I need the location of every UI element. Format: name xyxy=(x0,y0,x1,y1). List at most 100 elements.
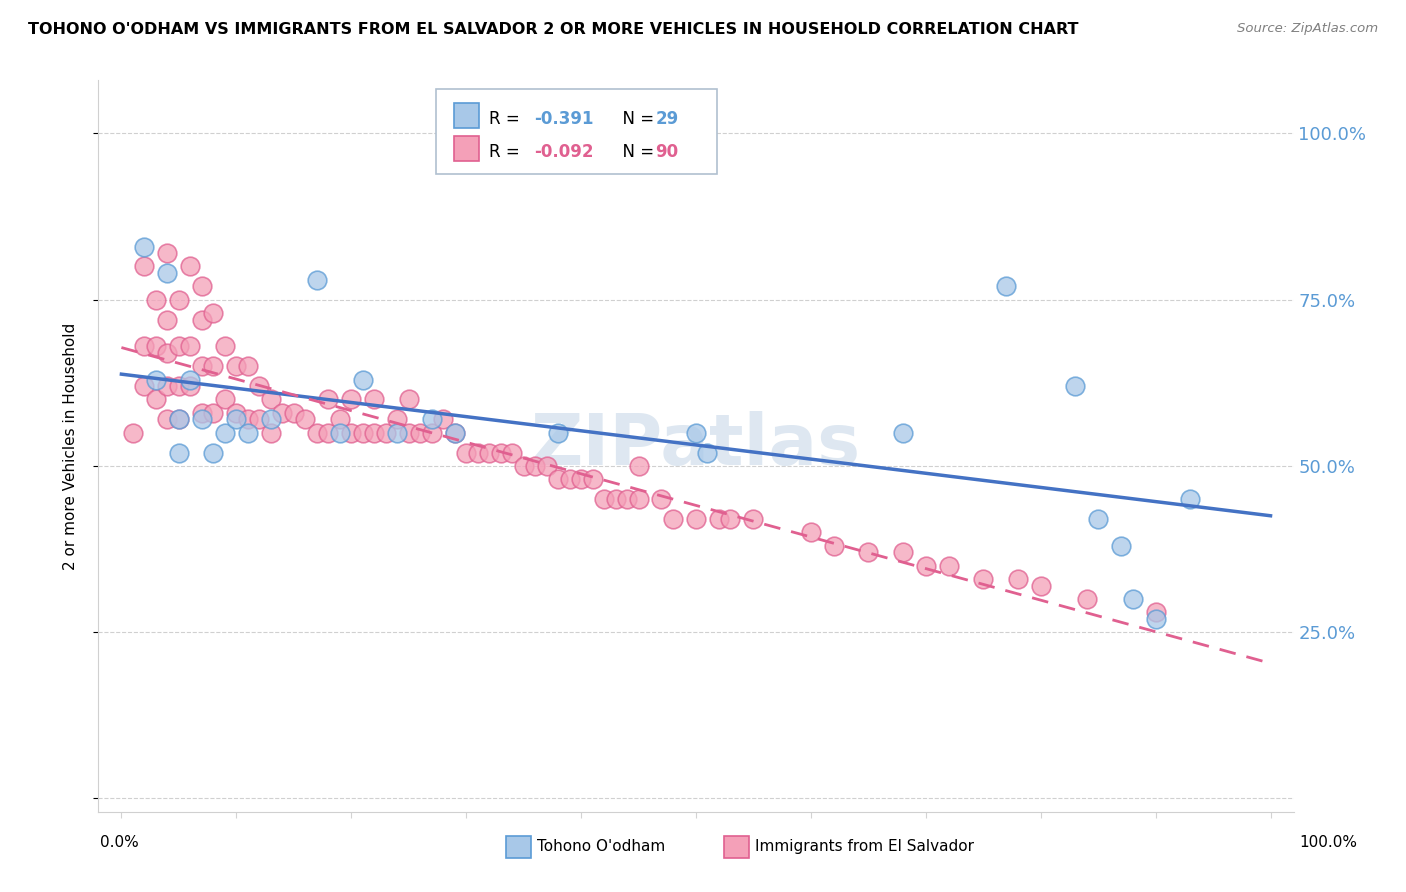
Point xyxy=(236,412,259,426)
Point xyxy=(536,458,558,473)
Point xyxy=(202,445,225,459)
Point xyxy=(443,425,465,440)
Point xyxy=(134,260,156,274)
Point xyxy=(202,359,225,374)
Point xyxy=(156,379,179,393)
Point xyxy=(972,572,994,586)
Point xyxy=(685,425,707,440)
Point xyxy=(1109,539,1132,553)
Point xyxy=(374,425,396,440)
Point xyxy=(891,545,914,559)
Point xyxy=(225,359,247,374)
Point xyxy=(685,512,707,526)
Text: 100.0%: 100.0% xyxy=(1299,836,1358,850)
Point xyxy=(1178,492,1201,507)
Point xyxy=(398,392,420,407)
Point xyxy=(914,558,936,573)
Point xyxy=(167,379,190,393)
Point xyxy=(134,239,156,253)
Point xyxy=(260,412,283,426)
Point xyxy=(191,279,214,293)
Point xyxy=(662,512,685,526)
Point xyxy=(134,339,156,353)
Point xyxy=(305,273,328,287)
Point xyxy=(214,425,236,440)
Point xyxy=(501,445,523,459)
Point xyxy=(260,392,283,407)
Point xyxy=(558,472,581,486)
Point xyxy=(363,425,385,440)
Text: R =: R = xyxy=(489,110,526,128)
Text: N =: N = xyxy=(612,110,659,128)
Point xyxy=(938,558,960,573)
Point xyxy=(1144,605,1167,619)
Point xyxy=(294,412,316,426)
Point xyxy=(156,246,179,260)
Point xyxy=(1144,612,1167,626)
Point xyxy=(995,279,1018,293)
Point xyxy=(202,306,225,320)
Text: R =: R = xyxy=(489,143,526,161)
Point xyxy=(122,425,145,440)
Point xyxy=(191,412,214,426)
Text: TOHONO O'ODHAM VS IMMIGRANTS FROM EL SALVADOR 2 OR MORE VEHICLES IN HOUSEHOLD CO: TOHONO O'ODHAM VS IMMIGRANTS FROM EL SAL… xyxy=(28,22,1078,37)
Point xyxy=(823,539,845,553)
Point xyxy=(512,458,534,473)
Text: -0.391: -0.391 xyxy=(534,110,593,128)
Point xyxy=(398,425,420,440)
Text: -0.092: -0.092 xyxy=(534,143,593,161)
Point xyxy=(179,372,201,386)
Point xyxy=(627,492,650,507)
Point xyxy=(247,379,270,393)
Point xyxy=(742,512,765,526)
Point xyxy=(707,512,730,526)
Point xyxy=(581,472,603,486)
Point xyxy=(191,312,214,326)
Point xyxy=(167,339,190,353)
Point xyxy=(156,346,179,360)
Text: ZIPatlas: ZIPatlas xyxy=(531,411,860,481)
Point xyxy=(720,512,742,526)
Y-axis label: 2 or more Vehicles in Household: 2 or more Vehicles in Household xyxy=(63,322,77,570)
Point xyxy=(1029,579,1052,593)
Point xyxy=(236,359,259,374)
Point xyxy=(225,412,247,426)
Point xyxy=(179,339,201,353)
Point xyxy=(420,425,443,440)
Point xyxy=(145,293,167,307)
Point xyxy=(409,425,432,440)
Text: 0.0%: 0.0% xyxy=(100,836,139,850)
Point xyxy=(156,312,179,326)
Point xyxy=(569,472,592,486)
Point xyxy=(191,359,214,374)
Point xyxy=(363,392,385,407)
Point xyxy=(800,525,823,540)
Point xyxy=(1007,572,1029,586)
Point xyxy=(156,412,179,426)
Point xyxy=(214,392,236,407)
Point xyxy=(467,445,489,459)
Point xyxy=(478,445,501,459)
Point xyxy=(858,545,880,559)
Text: N =: N = xyxy=(612,143,659,161)
Point xyxy=(214,339,236,353)
Point xyxy=(524,458,547,473)
Point xyxy=(385,425,409,440)
Point xyxy=(283,406,305,420)
Text: 90: 90 xyxy=(655,143,678,161)
Point xyxy=(650,492,672,507)
Point xyxy=(225,406,247,420)
Point xyxy=(145,339,167,353)
Point xyxy=(167,412,190,426)
Point xyxy=(271,406,294,420)
Point xyxy=(305,425,328,440)
Point xyxy=(340,425,363,440)
Point xyxy=(247,412,270,426)
Point xyxy=(236,425,259,440)
Point xyxy=(1064,379,1087,393)
Point xyxy=(696,445,718,459)
Point xyxy=(145,372,167,386)
Text: 29: 29 xyxy=(655,110,679,128)
Text: Tohono O'odham: Tohono O'odham xyxy=(537,839,665,854)
Point xyxy=(191,406,214,420)
